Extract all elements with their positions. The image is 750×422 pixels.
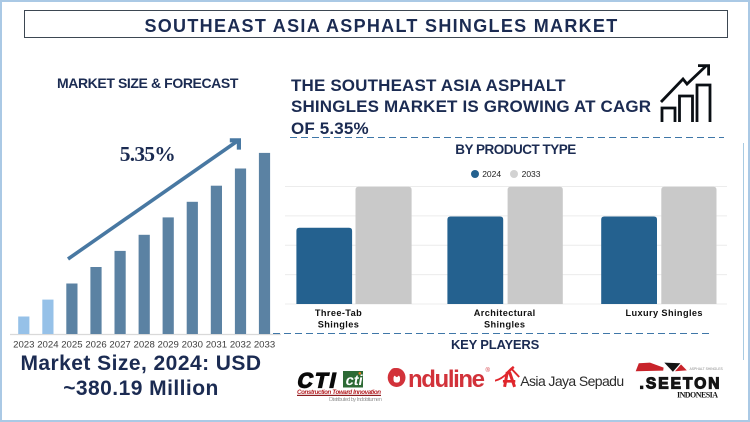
svg-text:Shingles: Shingles <box>318 320 360 330</box>
svg-text:Construction Toward Innovation: Construction Toward Innovation <box>297 389 381 396</box>
svg-text:2033: 2033 <box>254 340 275 351</box>
svg-text:cti: cti <box>344 373 364 389</box>
svg-text:2025: 2025 <box>61 340 82 351</box>
svg-text:Distributed by Indobitumen: Distributed by Indobitumen <box>329 397 382 402</box>
svg-text:ASPHALT SHINGLES: ASPHALT SHINGLES <box>690 367 724 371</box>
svg-text:2029: 2029 <box>158 340 179 351</box>
svg-text:2028: 2028 <box>134 340 155 351</box>
svg-text:5.35%: 5.35% <box>120 142 175 166</box>
svg-text:.SEETON: .SEETON <box>640 376 720 393</box>
svg-text:2026: 2026 <box>85 340 106 351</box>
svg-text:Three-Tab: Three-Tab <box>315 308 362 318</box>
svg-text:2024: 2024 <box>37 340 59 351</box>
svg-text:2027: 2027 <box>109 340 130 351</box>
svg-text:2031: 2031 <box>206 340 227 351</box>
svg-text:Luxury Shingles: Luxury Shingles <box>625 308 702 318</box>
svg-text:Asia Jaya Sepadu: Asia Jaya Sepadu <box>520 373 623 389</box>
svg-text:Architectural: Architectural <box>474 308 536 318</box>
svg-text:nduline: nduline <box>408 366 485 391</box>
svg-text:2032: 2032 <box>230 340 251 351</box>
svg-text:2023: 2023 <box>13 340 34 351</box>
svg-text:Shingles: Shingles <box>484 320 525 330</box>
svg-text:®: ® <box>486 367 491 374</box>
svg-text:2030: 2030 <box>182 340 203 351</box>
svg-text:INDONESIA: INDONESIA <box>677 391 718 400</box>
